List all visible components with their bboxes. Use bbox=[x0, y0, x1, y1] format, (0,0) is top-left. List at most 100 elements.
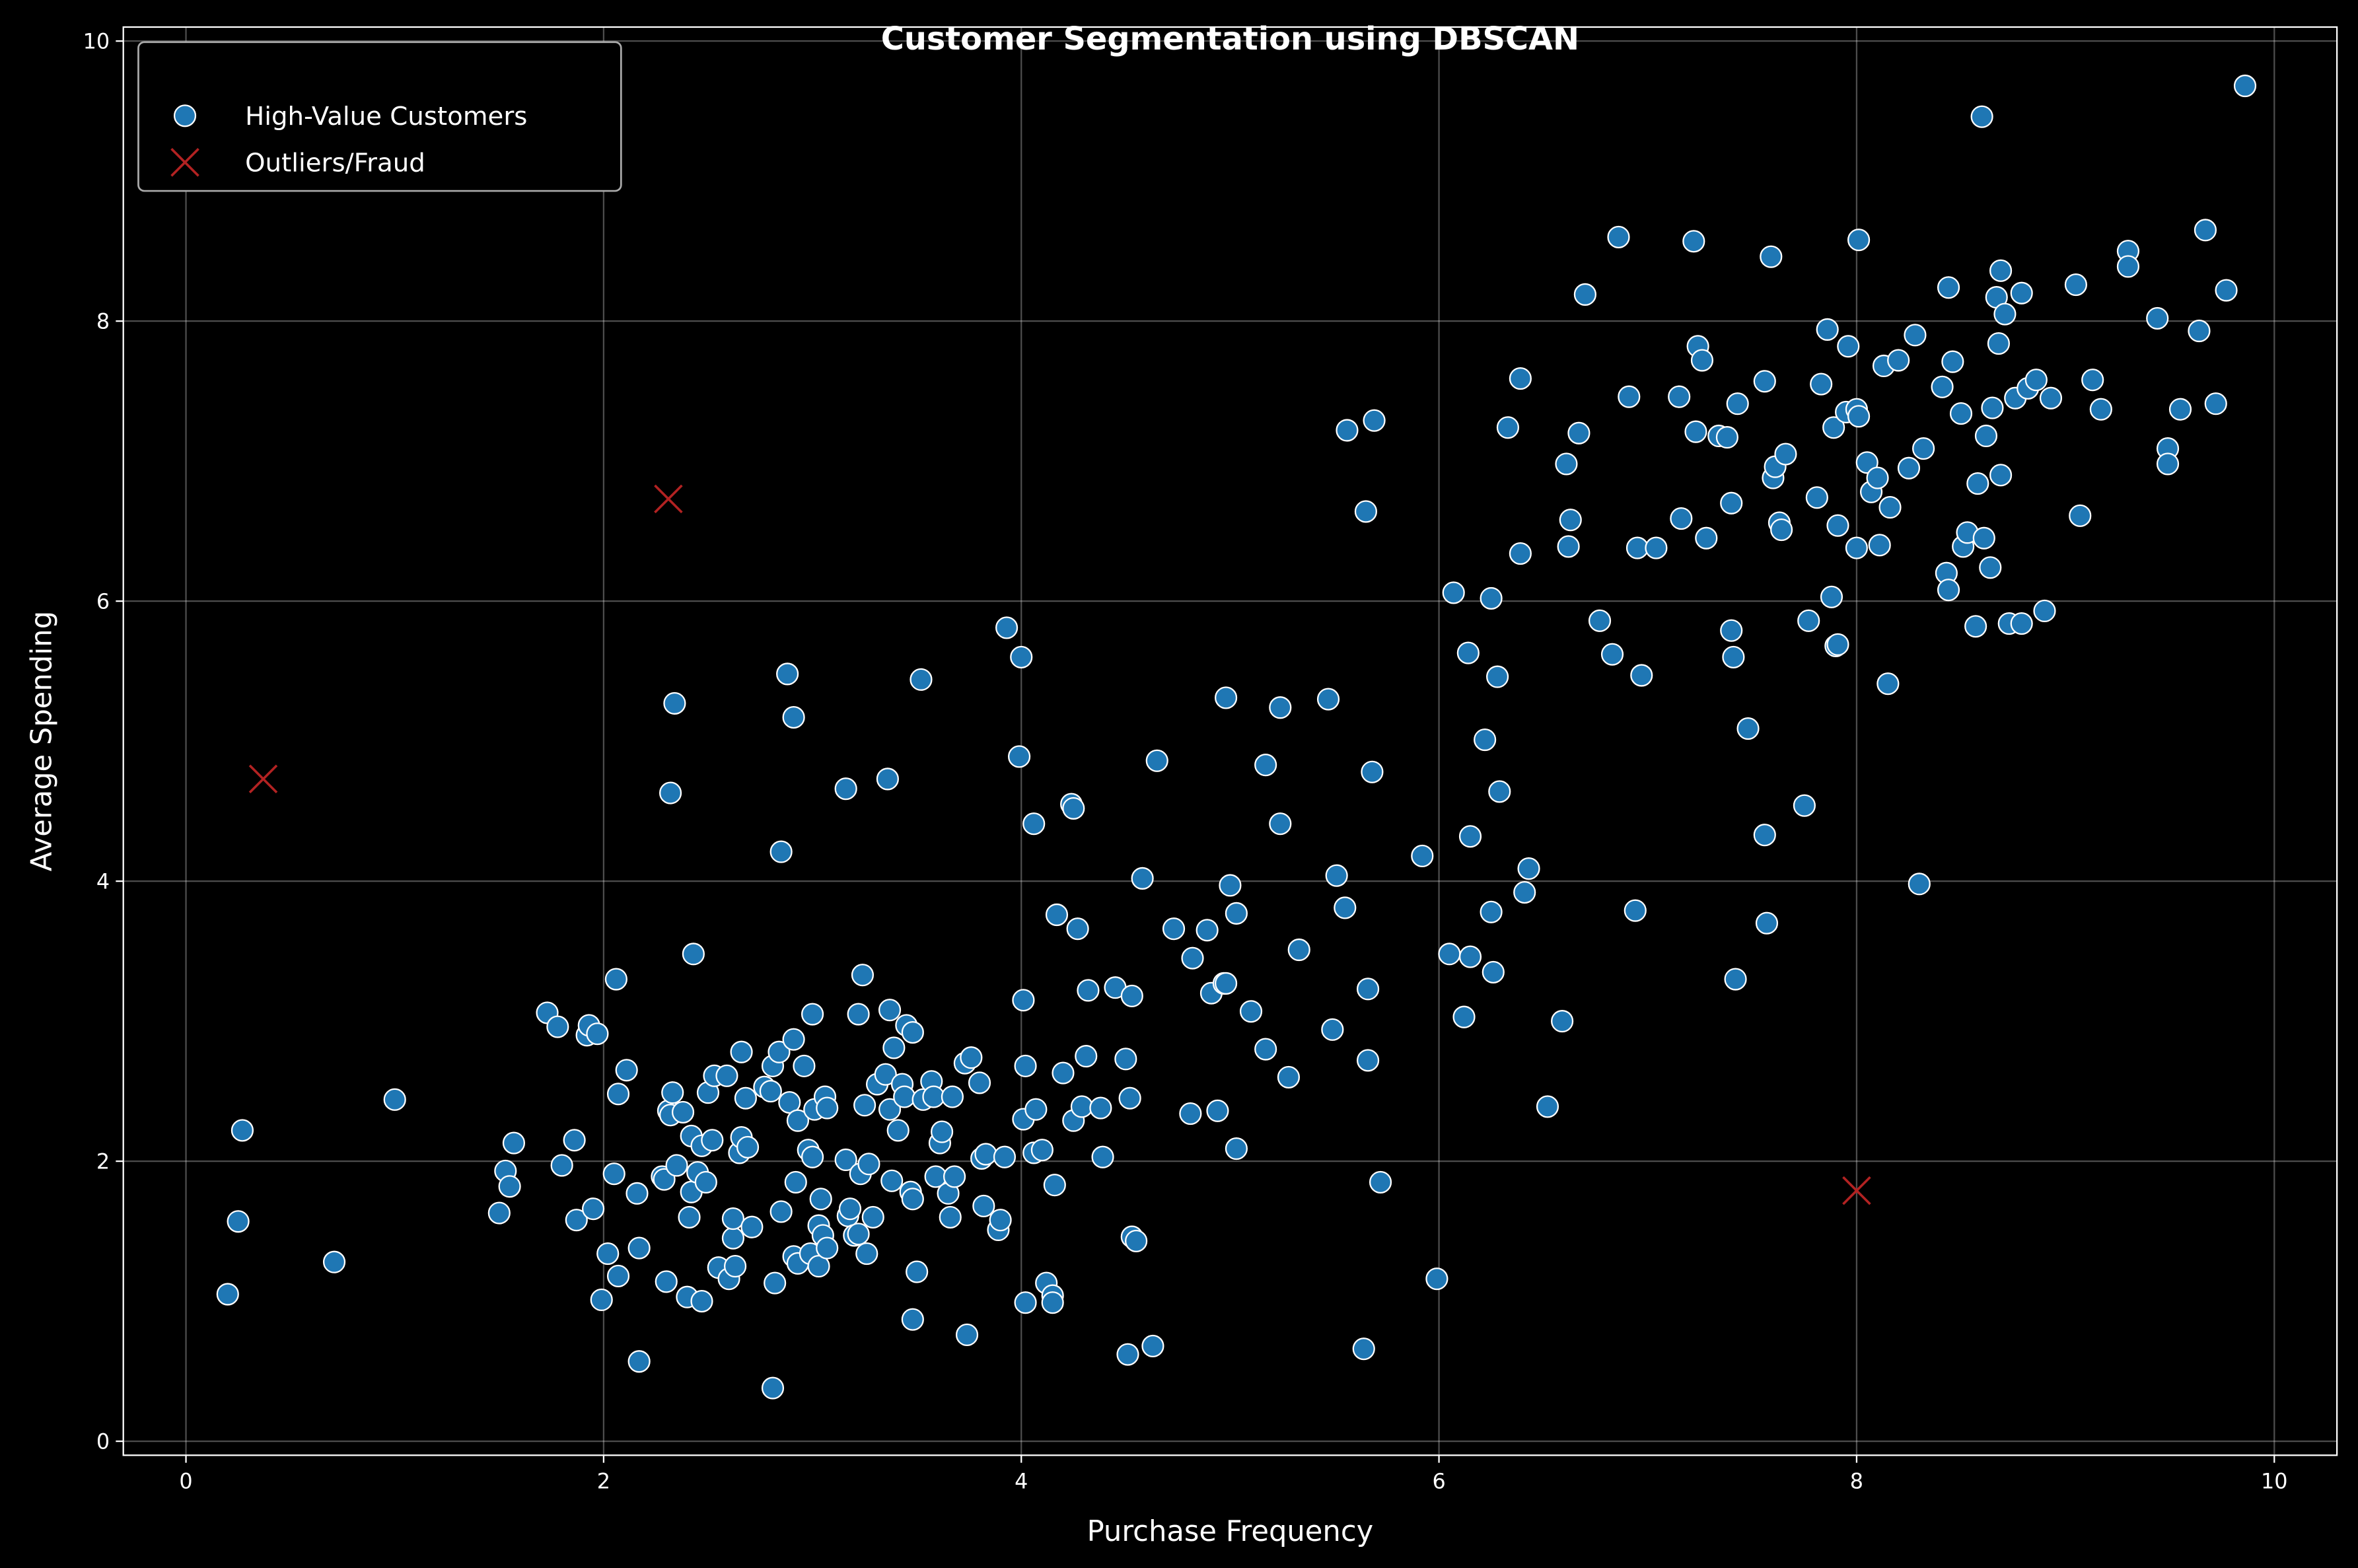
x-tick-label: 6 bbox=[1432, 1468, 1445, 1493]
data-point-high-value bbox=[764, 1271, 787, 1295]
data-point-high-value bbox=[1357, 978, 1380, 1001]
data-point-high-value bbox=[801, 1003, 824, 1026]
data-point-high-value bbox=[793, 1054, 816, 1078]
data-point-high-value bbox=[993, 1145, 1017, 1168]
data-point-high-value bbox=[1363, 409, 1386, 432]
data-point-high-value bbox=[1052, 1061, 1075, 1085]
data-point-high-value bbox=[734, 1087, 757, 1110]
data-point-high-value bbox=[1993, 303, 2017, 326]
data-point-high-value bbox=[801, 1145, 824, 1168]
data-point-high-value bbox=[782, 706, 805, 729]
data-point-high-value bbox=[546, 1015, 569, 1038]
data-point-high-value bbox=[1509, 542, 1532, 565]
data-point-high-value bbox=[663, 692, 686, 715]
data-point-high-value bbox=[1162, 917, 1186, 941]
data-point-high-value bbox=[1715, 426, 1738, 449]
data-point-high-value bbox=[671, 1100, 695, 1123]
data-point-high-value bbox=[1868, 534, 1891, 557]
data-point-high-value bbox=[2204, 392, 2227, 415]
data-point-high-value bbox=[1196, 919, 1219, 942]
data-point-high-value bbox=[1480, 587, 1503, 610]
x-tick-label: 4 bbox=[1015, 1468, 1028, 1493]
data-point-high-value bbox=[606, 1264, 630, 1288]
data-point-high-value bbox=[910, 668, 933, 691]
data-point-high-value bbox=[2010, 281, 2033, 304]
data-point-high-value bbox=[1254, 754, 1277, 777]
data-point-high-value bbox=[1041, 1291, 1064, 1314]
data-point-high-value bbox=[1070, 1095, 1094, 1118]
data-point-high-value bbox=[816, 1096, 839, 1120]
data-point-high-value bbox=[1215, 972, 1238, 995]
data-point-high-value bbox=[1474, 728, 1497, 752]
data-point-high-value bbox=[786, 1109, 810, 1132]
data-point-high-value bbox=[730, 1040, 753, 1063]
data-point-high-value bbox=[590, 1288, 613, 1312]
data-point-high-value bbox=[1793, 794, 1816, 817]
data-point-high-value bbox=[1215, 686, 1238, 709]
data-point-high-value bbox=[1066, 917, 1089, 941]
data-point-high-value bbox=[972, 1194, 995, 1218]
data-point-high-value bbox=[1480, 900, 1503, 923]
legend-label-outliers: Outliers/Fraud bbox=[245, 148, 425, 178]
data-point-high-value bbox=[1334, 896, 1357, 919]
data-point-high-value bbox=[1458, 945, 1482, 968]
data-point-high-value bbox=[1630, 664, 1653, 687]
data-point-high-value bbox=[1509, 367, 1532, 390]
data-point-high-value bbox=[1626, 536, 1649, 559]
data-point-high-value bbox=[1645, 536, 1668, 559]
y-tick-label: 2 bbox=[96, 1149, 110, 1174]
data-point-high-value bbox=[1908, 873, 1931, 896]
data-point-high-value bbox=[906, 1260, 929, 1283]
data-point-high-value bbox=[2081, 369, 2104, 392]
data-point-high-value bbox=[1321, 1018, 1344, 1041]
data-point-high-value bbox=[901, 1308, 924, 1331]
legend-box bbox=[137, 41, 622, 192]
grid bbox=[123, 26, 2338, 1456]
data-point-high-value bbox=[1438, 943, 1461, 966]
data-point-high-value bbox=[1316, 688, 1340, 711]
data-point-high-value bbox=[922, 1085, 945, 1108]
data-point-outlier bbox=[654, 484, 683, 514]
data-point-high-value bbox=[1287, 938, 1310, 962]
data-point-high-value bbox=[1125, 1229, 1148, 1253]
data-point-high-value bbox=[1573, 283, 1596, 306]
data-point-high-value bbox=[1931, 375, 1954, 398]
data-point-high-value bbox=[2146, 306, 2169, 330]
legend-label-high-value: High-Value Customers bbox=[245, 102, 527, 131]
data-point-high-value bbox=[2010, 612, 2033, 635]
data-point-high-value bbox=[1010, 645, 1033, 669]
data-point-high-value bbox=[893, 1085, 916, 1108]
data-point-high-value bbox=[550, 1154, 573, 1177]
data-point-high-value bbox=[655, 1270, 678, 1293]
data-point-high-value bbox=[1536, 1095, 1559, 1118]
data-point-high-value bbox=[1618, 385, 1641, 408]
data-point-high-value bbox=[1987, 332, 2011, 355]
data-point-high-value bbox=[1855, 451, 1878, 474]
data-point-high-value bbox=[1797, 609, 1820, 632]
data-point-high-value bbox=[1770, 518, 1793, 542]
data-point-high-value bbox=[1720, 491, 1743, 515]
data-point-high-value bbox=[724, 1255, 747, 1278]
data-point-high-value bbox=[2024, 369, 2048, 392]
data-point-high-value bbox=[1989, 259, 2013, 282]
data-point-high-value bbox=[1219, 874, 1242, 897]
data-point-high-value bbox=[968, 1071, 991, 1094]
data-point-high-value bbox=[901, 1021, 924, 1044]
x-tick-label: 0 bbox=[179, 1468, 192, 1493]
data-point-high-value bbox=[1114, 1048, 1137, 1071]
data-point-high-value bbox=[782, 1028, 805, 1051]
data-point-high-value bbox=[2064, 273, 2087, 297]
data-point-high-value bbox=[563, 1129, 586, 1152]
legend-marker-outliers bbox=[170, 148, 199, 177]
data-point-high-value bbox=[1837, 335, 1860, 358]
data-point-high-value bbox=[769, 840, 793, 863]
data-point-high-value bbox=[1030, 1139, 1054, 1162]
data-point-high-value bbox=[1670, 507, 1693, 530]
data-point-high-value bbox=[1482, 960, 1505, 983]
data-point-high-value bbox=[2156, 452, 2180, 476]
data-point-high-value bbox=[861, 1205, 884, 1229]
data-point-high-value bbox=[847, 1003, 870, 1026]
data-point-high-value bbox=[995, 616, 1018, 639]
data-point-high-value bbox=[1904, 324, 1927, 347]
data-point-high-value bbox=[322, 1250, 346, 1273]
